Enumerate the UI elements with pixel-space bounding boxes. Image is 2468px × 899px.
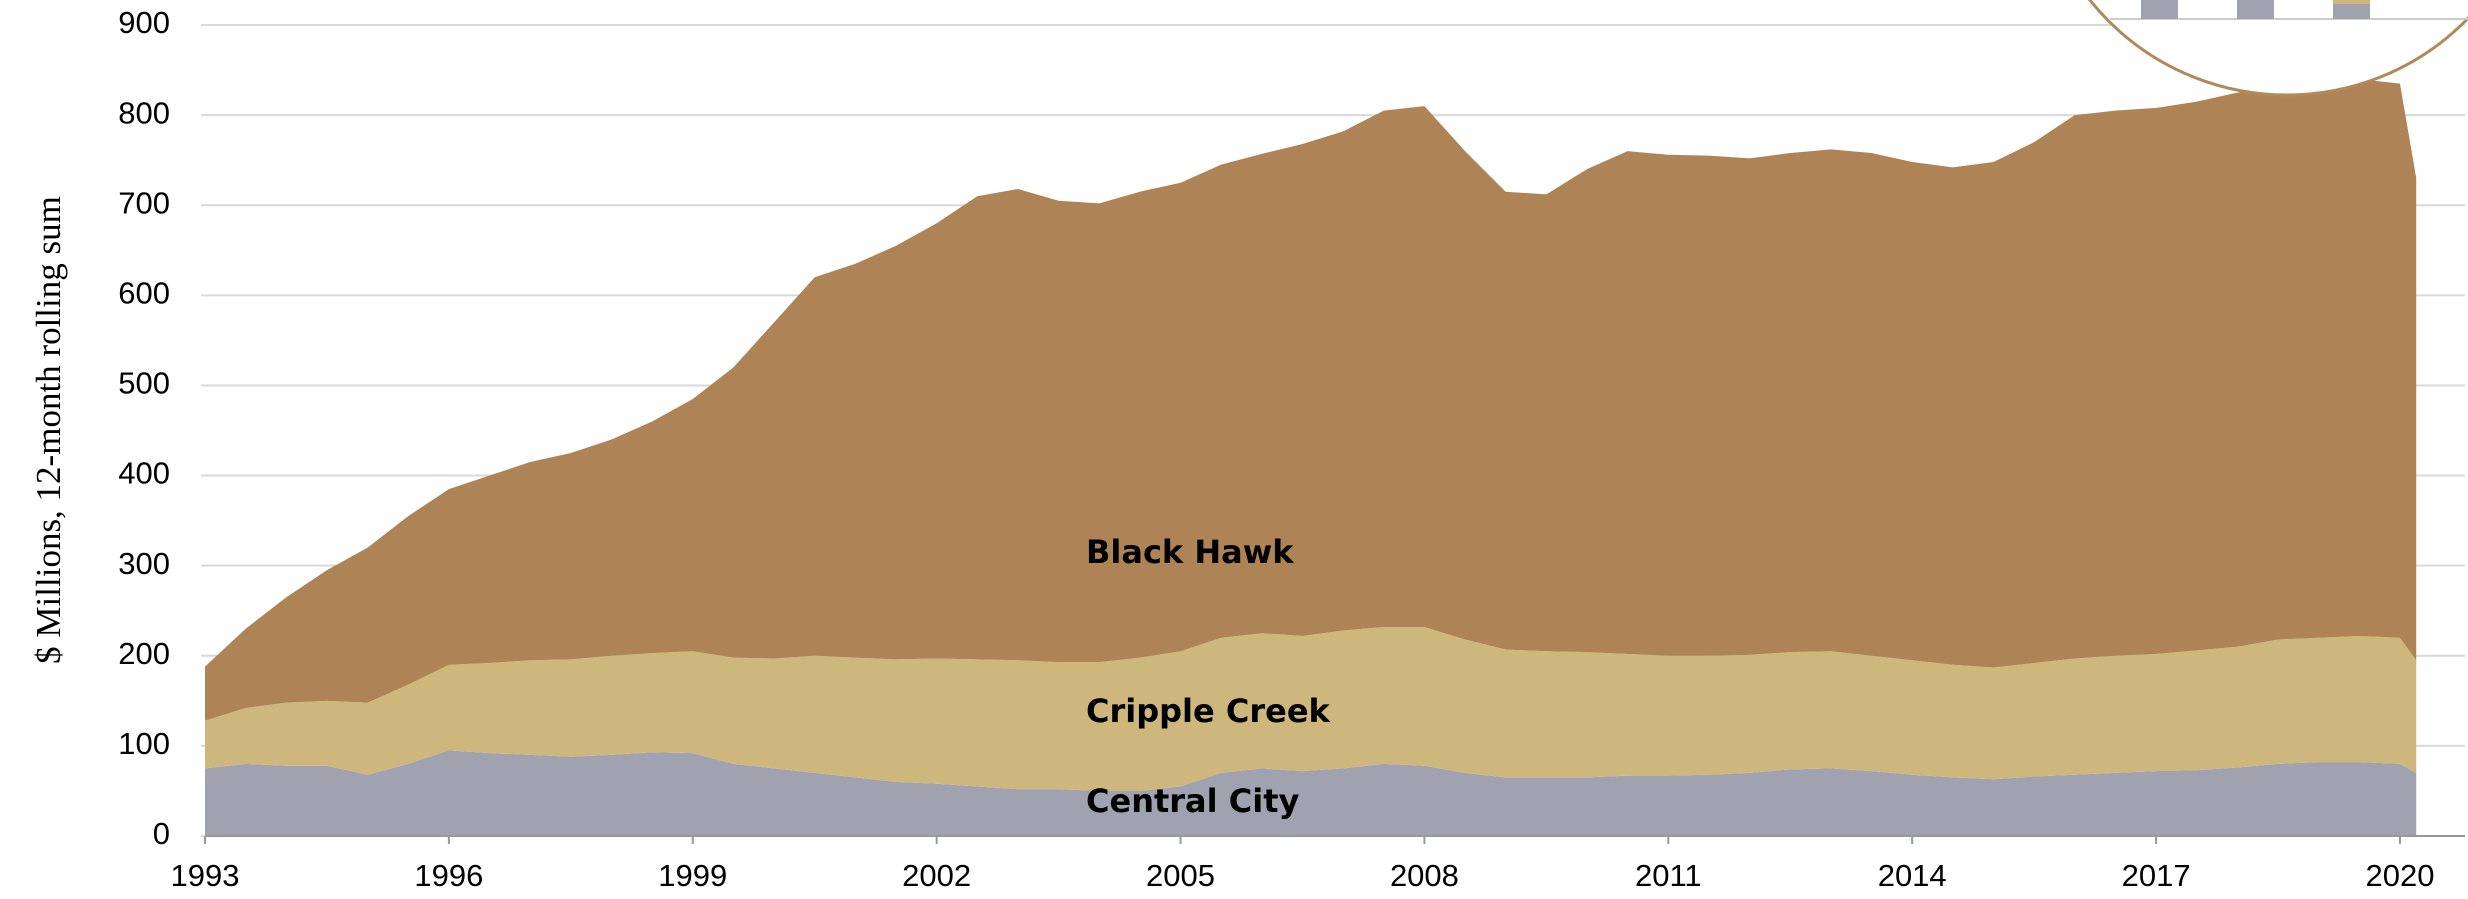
area [205,79,2417,721]
series-label: Central City [1086,782,1300,820]
magnifier-bar [2141,0,2178,19]
x-tick-label: 2011 [1635,858,1702,893]
y-tick-label: 0 [153,816,170,851]
magnifier-circle [2088,0,2468,97]
y-tick-label: 100 [118,726,170,761]
x-tick-label: 2017 [2122,858,2191,893]
x-tick-label: 2005 [1146,858,1215,893]
y-tick-label: 900 [118,5,170,40]
magnifier-bar [2333,0,2370,4]
x-tick-label: 2008 [1390,858,1459,893]
y-tick-label: 500 [118,366,170,401]
y-tick-label: 200 [118,636,170,671]
y-tick-label: 300 [118,546,170,581]
y-axis-label: $ Millions, 12-month rolling sum [29,196,68,664]
y-tick-label: 800 [118,95,170,130]
plot: 0 100 200 300 400 500 600 700 800 900 1993 1996 1999… [118,5,2465,893]
x-tick-label: 2002 [902,858,971,893]
x-tick-label: 1993 [171,858,240,893]
x-tick-label: 1999 [658,858,727,893]
series-label: Black Hawk [1086,533,1294,571]
series-label: Cripple Creek [1086,692,1331,730]
area [205,750,2417,836]
y-tick-label: 600 [118,276,170,311]
x-tick-label: 2014 [1878,858,1947,893]
magnifier [2088,0,2468,97]
x-tick-label: 2020 [2365,858,2434,893]
area [205,626,2417,791]
magnifier-bar [2237,0,2274,19]
y-tick-label: 400 [118,456,170,491]
magnifier-bar [2333,4,2370,19]
x-tick-label: 1996 [414,858,483,893]
y-tick-label: 700 [118,185,170,220]
